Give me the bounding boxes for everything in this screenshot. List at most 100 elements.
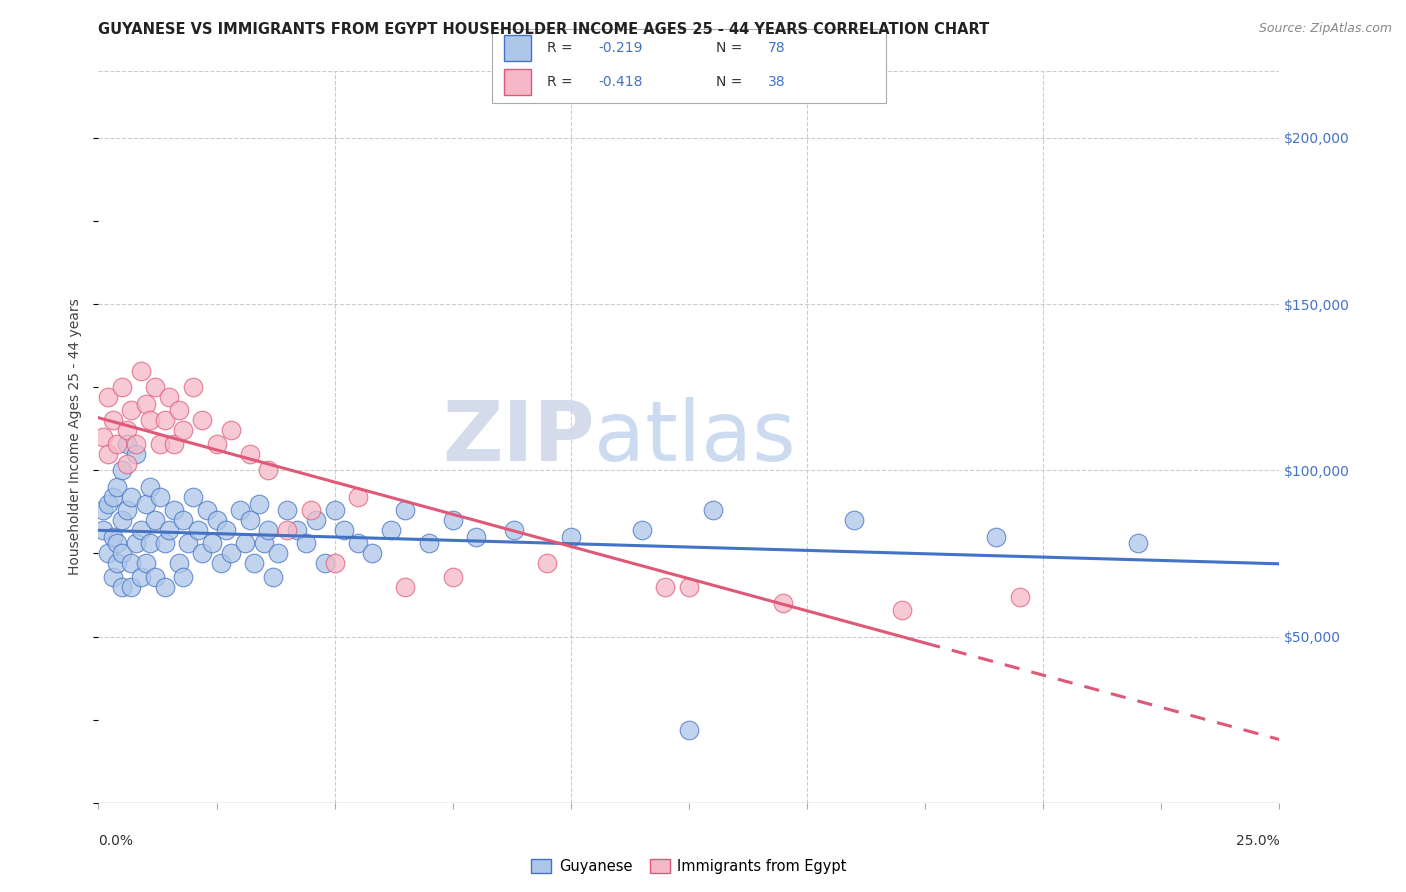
Point xyxy=(135,557,157,571)
Point xyxy=(111,463,134,477)
Point xyxy=(172,513,194,527)
Point xyxy=(262,570,284,584)
Point xyxy=(191,546,214,560)
Point xyxy=(233,536,256,550)
Point xyxy=(143,570,166,584)
Point xyxy=(267,546,290,560)
Point xyxy=(143,380,166,394)
Point xyxy=(115,457,138,471)
Point xyxy=(163,503,186,517)
Point xyxy=(191,413,214,427)
Point xyxy=(135,497,157,511)
Point xyxy=(111,513,134,527)
Point xyxy=(97,497,120,511)
Point xyxy=(536,557,558,571)
Point xyxy=(323,557,346,571)
Point xyxy=(167,403,190,417)
Point xyxy=(105,536,128,550)
Point xyxy=(678,723,700,737)
Point xyxy=(177,536,200,550)
Point xyxy=(121,403,143,417)
Point xyxy=(380,523,402,537)
Point xyxy=(243,557,266,571)
Text: -0.219: -0.219 xyxy=(599,41,643,54)
Point xyxy=(97,447,120,461)
Legend: Guyanese, Immigrants from Egypt: Guyanese, Immigrants from Egypt xyxy=(526,853,852,880)
Point xyxy=(560,530,582,544)
Point xyxy=(181,490,204,504)
Point xyxy=(91,503,114,517)
Point xyxy=(111,380,134,394)
Point xyxy=(276,503,298,517)
Point xyxy=(295,536,318,550)
Point xyxy=(323,503,346,517)
Point xyxy=(285,523,308,537)
Point xyxy=(129,570,152,584)
Point xyxy=(201,536,224,550)
Point xyxy=(101,413,124,427)
Text: Source: ZipAtlas.com: Source: ZipAtlas.com xyxy=(1258,22,1392,36)
Point xyxy=(139,536,162,550)
Point xyxy=(97,390,120,404)
Point xyxy=(135,397,157,411)
Point xyxy=(149,436,172,450)
Point xyxy=(1126,536,1149,550)
Point xyxy=(111,580,134,594)
Point xyxy=(654,580,676,594)
Point xyxy=(143,513,166,527)
Point xyxy=(149,490,172,504)
Text: N =: N = xyxy=(717,75,747,89)
Point xyxy=(441,513,464,527)
Point xyxy=(129,363,152,377)
Point xyxy=(153,413,176,427)
Text: atlas: atlas xyxy=(595,397,796,477)
Point xyxy=(239,447,262,461)
Point xyxy=(772,596,794,610)
Point xyxy=(702,503,724,517)
Point xyxy=(239,513,262,527)
Point xyxy=(125,447,148,461)
Text: ZIP: ZIP xyxy=(441,397,595,477)
Point xyxy=(139,413,162,427)
Point xyxy=(844,513,866,527)
Point xyxy=(125,536,148,550)
Point xyxy=(153,580,176,594)
Point xyxy=(105,557,128,571)
Text: -0.418: -0.418 xyxy=(599,75,643,89)
Y-axis label: Householder Income Ages 25 - 44 years: Householder Income Ages 25 - 44 years xyxy=(69,299,83,575)
Point xyxy=(129,523,152,537)
Point xyxy=(247,497,270,511)
Point xyxy=(115,436,138,450)
Point xyxy=(257,523,280,537)
Point xyxy=(101,570,124,584)
Point xyxy=(157,523,180,537)
Point xyxy=(299,503,322,517)
Point xyxy=(205,436,228,450)
Point xyxy=(91,430,114,444)
Text: 38: 38 xyxy=(768,75,786,89)
Point xyxy=(111,546,134,560)
Point xyxy=(333,523,356,537)
Point xyxy=(209,557,232,571)
Point xyxy=(418,536,440,550)
Point xyxy=(630,523,652,537)
Point xyxy=(121,557,143,571)
Point xyxy=(257,463,280,477)
FancyBboxPatch shape xyxy=(503,35,531,61)
Point xyxy=(121,490,143,504)
Point xyxy=(1008,590,1031,604)
Text: R =: R = xyxy=(547,75,578,89)
FancyBboxPatch shape xyxy=(503,69,531,95)
Text: 25.0%: 25.0% xyxy=(1236,834,1279,848)
Point xyxy=(347,490,370,504)
Point xyxy=(172,424,194,438)
Point xyxy=(101,530,124,544)
Point xyxy=(305,513,328,527)
Point xyxy=(97,546,120,560)
Point xyxy=(229,503,252,517)
Point xyxy=(441,570,464,584)
Point xyxy=(125,436,148,450)
Point xyxy=(276,523,298,537)
Point xyxy=(678,580,700,594)
Point xyxy=(187,523,209,537)
